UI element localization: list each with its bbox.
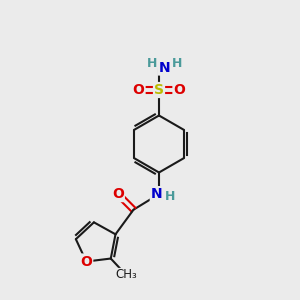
Text: O: O	[133, 83, 145, 97]
Text: N: N	[159, 61, 170, 74]
Text: O: O	[173, 83, 185, 97]
Text: H: H	[172, 57, 182, 70]
Text: O: O	[80, 254, 92, 268]
Text: N: N	[151, 187, 162, 201]
Text: O: O	[112, 187, 124, 201]
Text: H: H	[165, 190, 176, 203]
Text: CH₃: CH₃	[115, 268, 137, 281]
Text: S: S	[154, 83, 164, 97]
Text: H: H	[147, 57, 157, 70]
